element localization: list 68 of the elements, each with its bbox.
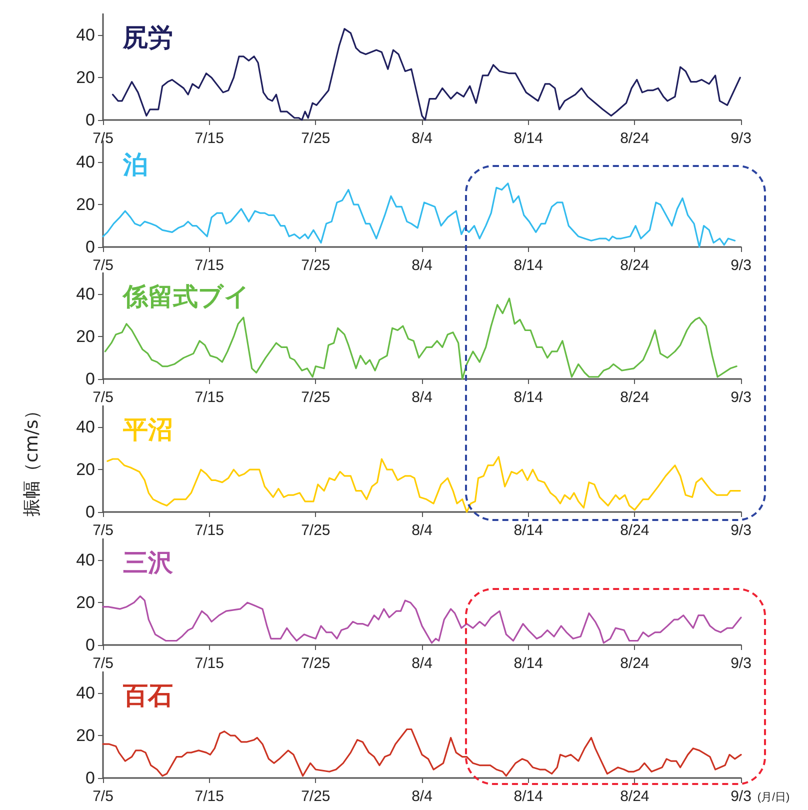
y-tick-label: 40 <box>76 684 95 703</box>
x-tick-label: 9/3 <box>730 655 752 672</box>
x-tick-label: 7/15 <box>194 389 224 406</box>
x-tick-label: 9/3 <box>730 130 752 147</box>
x-tick-label: 7/25 <box>301 389 330 406</box>
y-tick-label: 0 <box>86 110 95 130</box>
chart-title: 百石 <box>122 681 173 710</box>
x-tick-label: 7/25 <box>301 655 330 672</box>
x-tick-label: 8/4 <box>412 389 432 406</box>
x-tick-label: 7/5 <box>92 389 114 406</box>
x-tick-label: 8/24 <box>620 522 650 539</box>
x-tick-label: 9/3 <box>730 257 752 274</box>
x-tick-label: 8/24 <box>620 257 650 274</box>
x-tick-label: 9/3 <box>730 788 752 805</box>
x-tick-label: 8/4 <box>412 130 432 147</box>
x-tick-label: 7/25 <box>301 788 330 805</box>
chart-title: 平沼 <box>122 415 173 444</box>
y-tick-label: 40 <box>76 26 95 45</box>
x-tick-label: 7/15 <box>194 130 224 147</box>
x-tick-label: 7/25 <box>301 522 330 539</box>
x-tick-label: 8/14 <box>514 788 543 805</box>
y-tick-label: 0 <box>86 238 95 256</box>
x-tick-label: 8/24 <box>620 389 650 406</box>
x-tick-label: 8/14 <box>514 257 543 274</box>
x-tick-label: 8/14 <box>514 130 543 147</box>
x-axis-title: (月/日) <box>757 792 790 804</box>
y-tick-label: 0 <box>86 370 95 388</box>
x-tick-label: 7/15 <box>194 522 224 539</box>
x-tick-label: 8/14 <box>514 522 543 539</box>
x-tick-label: 7/15 <box>194 655 224 672</box>
x-tick-label: 8/4 <box>412 522 432 539</box>
x-tick-label: 7/5 <box>92 788 114 805</box>
x-tick-label: 7/5 <box>92 257 114 274</box>
x-tick-label: 8/24 <box>620 655 650 672</box>
y-tick-label: 0 <box>86 636 95 654</box>
y-tick-label: 20 <box>76 195 95 214</box>
x-tick-label: 9/3 <box>730 522 752 539</box>
x-tick-label: 8/4 <box>412 655 432 672</box>
x-tick-label: 8/24 <box>620 788 650 805</box>
chart-title: 尻労 <box>122 23 173 52</box>
x-tick-label: 7/5 <box>92 655 114 672</box>
x-tick-label: 8/14 <box>514 655 543 672</box>
y-tick-label: 20 <box>76 68 95 88</box>
y-tick-label: 20 <box>76 593 95 612</box>
x-tick-label: 7/15 <box>194 788 224 805</box>
x-tick-label: 7/5 <box>92 130 114 147</box>
chart-title: 係留式ブイ <box>122 282 250 311</box>
y-tick-label: 20 <box>76 460 95 480</box>
x-tick-label: 7/5 <box>92 522 114 539</box>
chart-title: 三沢 <box>123 548 174 577</box>
y-tick-label: 0 <box>86 502 95 522</box>
y-tick-label: 0 <box>86 768 95 788</box>
y-tick-label: 20 <box>76 327 95 346</box>
y-tick-label: 40 <box>76 418 95 437</box>
x-tick-label: 8/4 <box>412 788 432 805</box>
x-tick-label: 7/15 <box>194 257 224 274</box>
x-tick-label: 9/3 <box>730 389 752 406</box>
x-tick-label: 8/14 <box>514 389 543 406</box>
y-tick-label: 20 <box>76 726 95 746</box>
x-tick-label: 7/25 <box>301 130 330 147</box>
x-tick-label: 7/25 <box>301 257 330 274</box>
y-tick-label: 40 <box>76 550 95 570</box>
x-tick-label: 8/24 <box>620 130 650 147</box>
y-tick-label: 40 <box>76 284 95 304</box>
chart-title: 泊 <box>122 150 148 179</box>
x-tick-label: 8/4 <box>412 257 432 274</box>
y-tick-label: 40 <box>76 152 95 172</box>
y-axis-title: 振幅（cm/s） <box>22 402 42 516</box>
